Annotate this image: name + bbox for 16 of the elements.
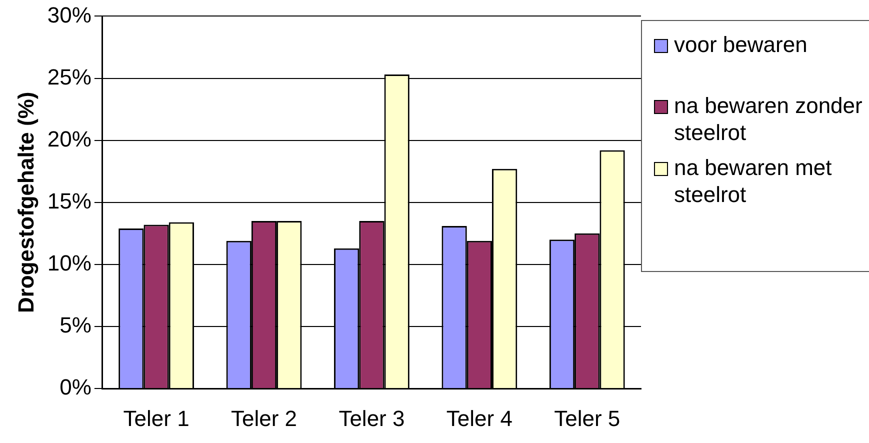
x-tick-label: Teler 3: [338, 406, 405, 431]
y-tick-label: 5%: [60, 312, 92, 338]
y-tick-label: 10%: [47, 250, 92, 276]
y-tick-label: 15%: [47, 188, 92, 214]
x-tick-label: Teler 4: [446, 406, 512, 431]
y-axis-title: Drogestofgehalte (%): [13, 92, 38, 314]
x-tick-label: Teler 2: [230, 406, 298, 431]
y-tick-label: 30%: [47, 2, 92, 28]
y-tick-label: 25%: [47, 64, 92, 90]
legend-label: na bewaren met steelrot: [674, 154, 833, 208]
legend-label: na bewaren zonder steelrot: [674, 92, 864, 146]
x-tick-label: Teler 5: [554, 406, 620, 431]
x-tick-label: Teler 1: [123, 406, 190, 431]
y-tick-label: 0%: [60, 374, 92, 400]
y-tick-label: 20%: [47, 126, 92, 152]
legend-label: voor bewaren: [674, 31, 808, 58]
